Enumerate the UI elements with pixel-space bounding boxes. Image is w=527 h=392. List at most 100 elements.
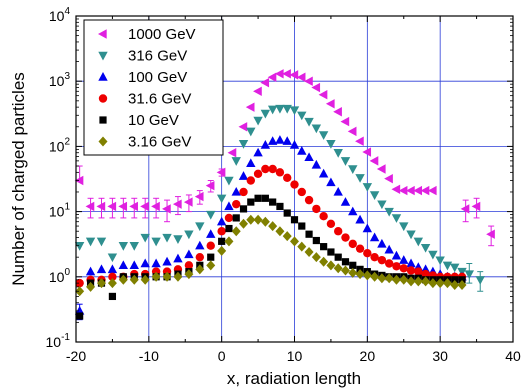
data-point bbox=[319, 212, 328, 221]
data-point bbox=[333, 107, 342, 117]
data-point bbox=[140, 258, 150, 268]
data-point bbox=[254, 194, 262, 202]
data-point bbox=[118, 274, 128, 285]
data-point bbox=[276, 202, 284, 211]
data-point bbox=[267, 136, 278, 145]
data-point bbox=[96, 278, 106, 289]
data-point bbox=[369, 191, 380, 200]
data-point bbox=[118, 201, 128, 212]
data-point bbox=[406, 266, 416, 275]
data-point bbox=[253, 86, 262, 96]
data-point bbox=[162, 271, 172, 282]
data-point bbox=[261, 164, 270, 174]
data-point bbox=[318, 131, 329, 140]
data-point bbox=[399, 264, 408, 273]
data-point bbox=[275, 104, 285, 114]
data-point bbox=[206, 210, 216, 220]
data-point bbox=[282, 136, 292, 145]
data-point bbox=[140, 201, 149, 212]
data-point bbox=[457, 279, 467, 290]
data-point bbox=[96, 264, 107, 274]
data-point bbox=[173, 253, 183, 263]
data-point bbox=[312, 236, 320, 245]
legend-label: 1000 GeV bbox=[128, 26, 196, 43]
data-point bbox=[289, 140, 300, 149]
data-point bbox=[129, 241, 139, 251]
x-tick-label: -10 bbox=[139, 348, 159, 364]
data-point bbox=[399, 222, 409, 232]
data-point bbox=[362, 270, 372, 281]
legend-marker bbox=[98, 29, 107, 39]
data-point bbox=[304, 117, 314, 127]
data-point bbox=[129, 201, 138, 212]
data-point bbox=[107, 253, 118, 263]
data-point bbox=[406, 230, 416, 240]
legend-label: 10 GeV bbox=[128, 112, 179, 129]
data-point bbox=[267, 72, 277, 82]
data-point bbox=[195, 222, 205, 232]
data-point bbox=[267, 105, 278, 115]
data-point bbox=[442, 278, 452, 289]
x-tick-label: -20 bbox=[66, 348, 86, 364]
data-point bbox=[225, 224, 233, 233]
data-point bbox=[435, 256, 445, 266]
data-point bbox=[384, 244, 394, 254]
x-axis-title: x, radiation length bbox=[227, 369, 361, 388]
data-point bbox=[450, 263, 460, 273]
x-tick-label: 0 bbox=[218, 348, 226, 364]
data-point bbox=[151, 271, 161, 282]
legend-marker bbox=[98, 51, 108, 61]
data-point bbox=[348, 267, 358, 278]
data-point bbox=[392, 262, 401, 271]
data-point bbox=[151, 237, 161, 247]
data-point bbox=[298, 222, 306, 230]
series-2 bbox=[74, 135, 467, 321]
data-point bbox=[194, 191, 204, 202]
data-point bbox=[377, 255, 387, 265]
legend-entry: 1000 GeV bbox=[98, 26, 196, 43]
data-point bbox=[391, 214, 402, 223]
data-point bbox=[239, 187, 248, 197]
legend-marker bbox=[98, 94, 108, 103]
data-point bbox=[348, 206, 358, 216]
data-point bbox=[76, 312, 84, 320]
data-point bbox=[239, 205, 248, 213]
data-point bbox=[224, 236, 234, 247]
data-point bbox=[355, 174, 365, 183]
legend-entry: 100 GeV bbox=[98, 69, 187, 86]
x-tick-label: 30 bbox=[432, 348, 448, 364]
data-point bbox=[247, 198, 255, 206]
data-point bbox=[253, 116, 263, 126]
data-point bbox=[246, 127, 256, 137]
data-point bbox=[283, 173, 292, 182]
legend-marker bbox=[98, 136, 108, 147]
data-point bbox=[218, 237, 226, 245]
y-tick-label: 102 bbox=[49, 136, 71, 154]
data-point bbox=[195, 240, 205, 250]
data-point bbox=[140, 274, 150, 285]
data-point bbox=[253, 214, 263, 225]
data-point bbox=[290, 216, 299, 224]
data-point bbox=[399, 274, 409, 285]
data-point bbox=[391, 274, 401, 285]
data-point bbox=[107, 264, 118, 274]
data-point bbox=[246, 176, 255, 185]
y-tick-label: 101 bbox=[49, 202, 71, 220]
data-point bbox=[108, 292, 117, 301]
series-5 bbox=[75, 214, 467, 297]
data-point bbox=[232, 214, 240, 222]
data-point bbox=[297, 241, 307, 252]
data-point bbox=[349, 261, 357, 269]
data-point bbox=[320, 243, 328, 251]
legend-marker bbox=[99, 116, 107, 124]
data-point bbox=[268, 164, 277, 174]
y-axis-title: Number of charged particles bbox=[9, 72, 28, 286]
data-point bbox=[275, 135, 285, 144]
data-point bbox=[275, 226, 285, 237]
data-point bbox=[326, 140, 336, 149]
axes: -20 -10 0 10 20 30 40 10-1 100 101 102 103 104 bbox=[46, 6, 521, 364]
x-tick-label: 40 bbox=[505, 348, 521, 364]
data-point bbox=[333, 263, 343, 274]
data-point bbox=[326, 260, 336, 271]
data-point bbox=[341, 258, 350, 266]
